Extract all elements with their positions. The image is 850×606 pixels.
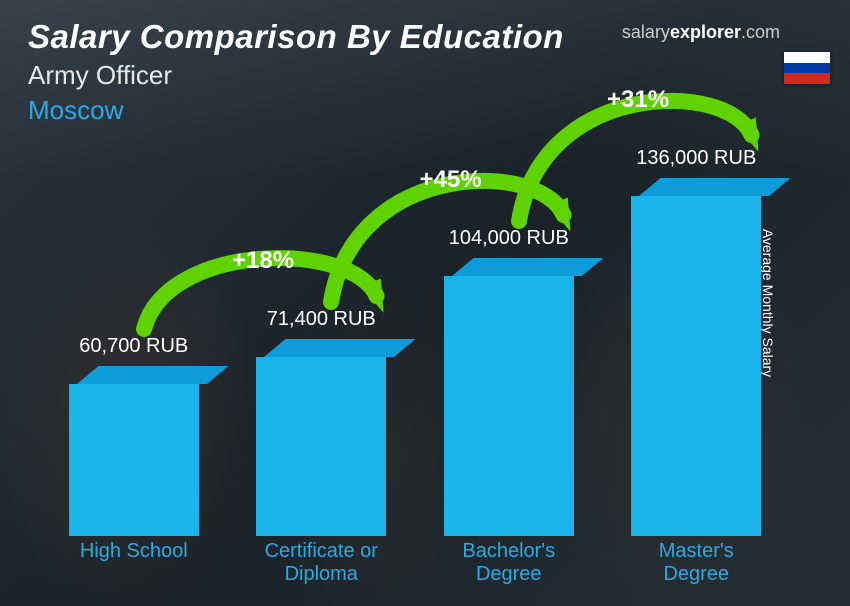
bar-top-face bbox=[77, 366, 228, 384]
flag-stripe bbox=[784, 73, 830, 84]
category-label: Master'sDegree bbox=[606, 540, 786, 586]
bar-chart: 60,700 RUB 71,400 RUB 104,000 RUB 136,00… bbox=[40, 140, 790, 586]
bar bbox=[256, 339, 386, 536]
increase-percent-label: +31% bbox=[607, 86, 669, 114]
bar-front-face bbox=[69, 384, 199, 536]
flag-stripe bbox=[784, 63, 830, 74]
flag-stripe bbox=[784, 52, 830, 63]
bar bbox=[69, 366, 199, 536]
categories-container: High SchoolCertificate orDiplomaBachelor… bbox=[40, 540, 790, 586]
brand-bold: explorer bbox=[670, 22, 741, 42]
category-label: High School bbox=[44, 540, 224, 586]
bar-front-face bbox=[256, 357, 386, 536]
category-label: Bachelor'sDegree bbox=[419, 540, 599, 586]
brand-logo: salaryexplorer.com bbox=[622, 22, 780, 43]
flag-icon bbox=[784, 52, 830, 84]
increase-percent-label: +45% bbox=[420, 166, 482, 194]
increase-percent-label: +18% bbox=[232, 247, 294, 275]
bar-group: 60,700 RUB bbox=[44, 335, 224, 536]
brand-suffix: .com bbox=[741, 22, 780, 42]
brand-plain: salary bbox=[622, 22, 670, 42]
category-label: Certificate orDiploma bbox=[231, 540, 411, 586]
